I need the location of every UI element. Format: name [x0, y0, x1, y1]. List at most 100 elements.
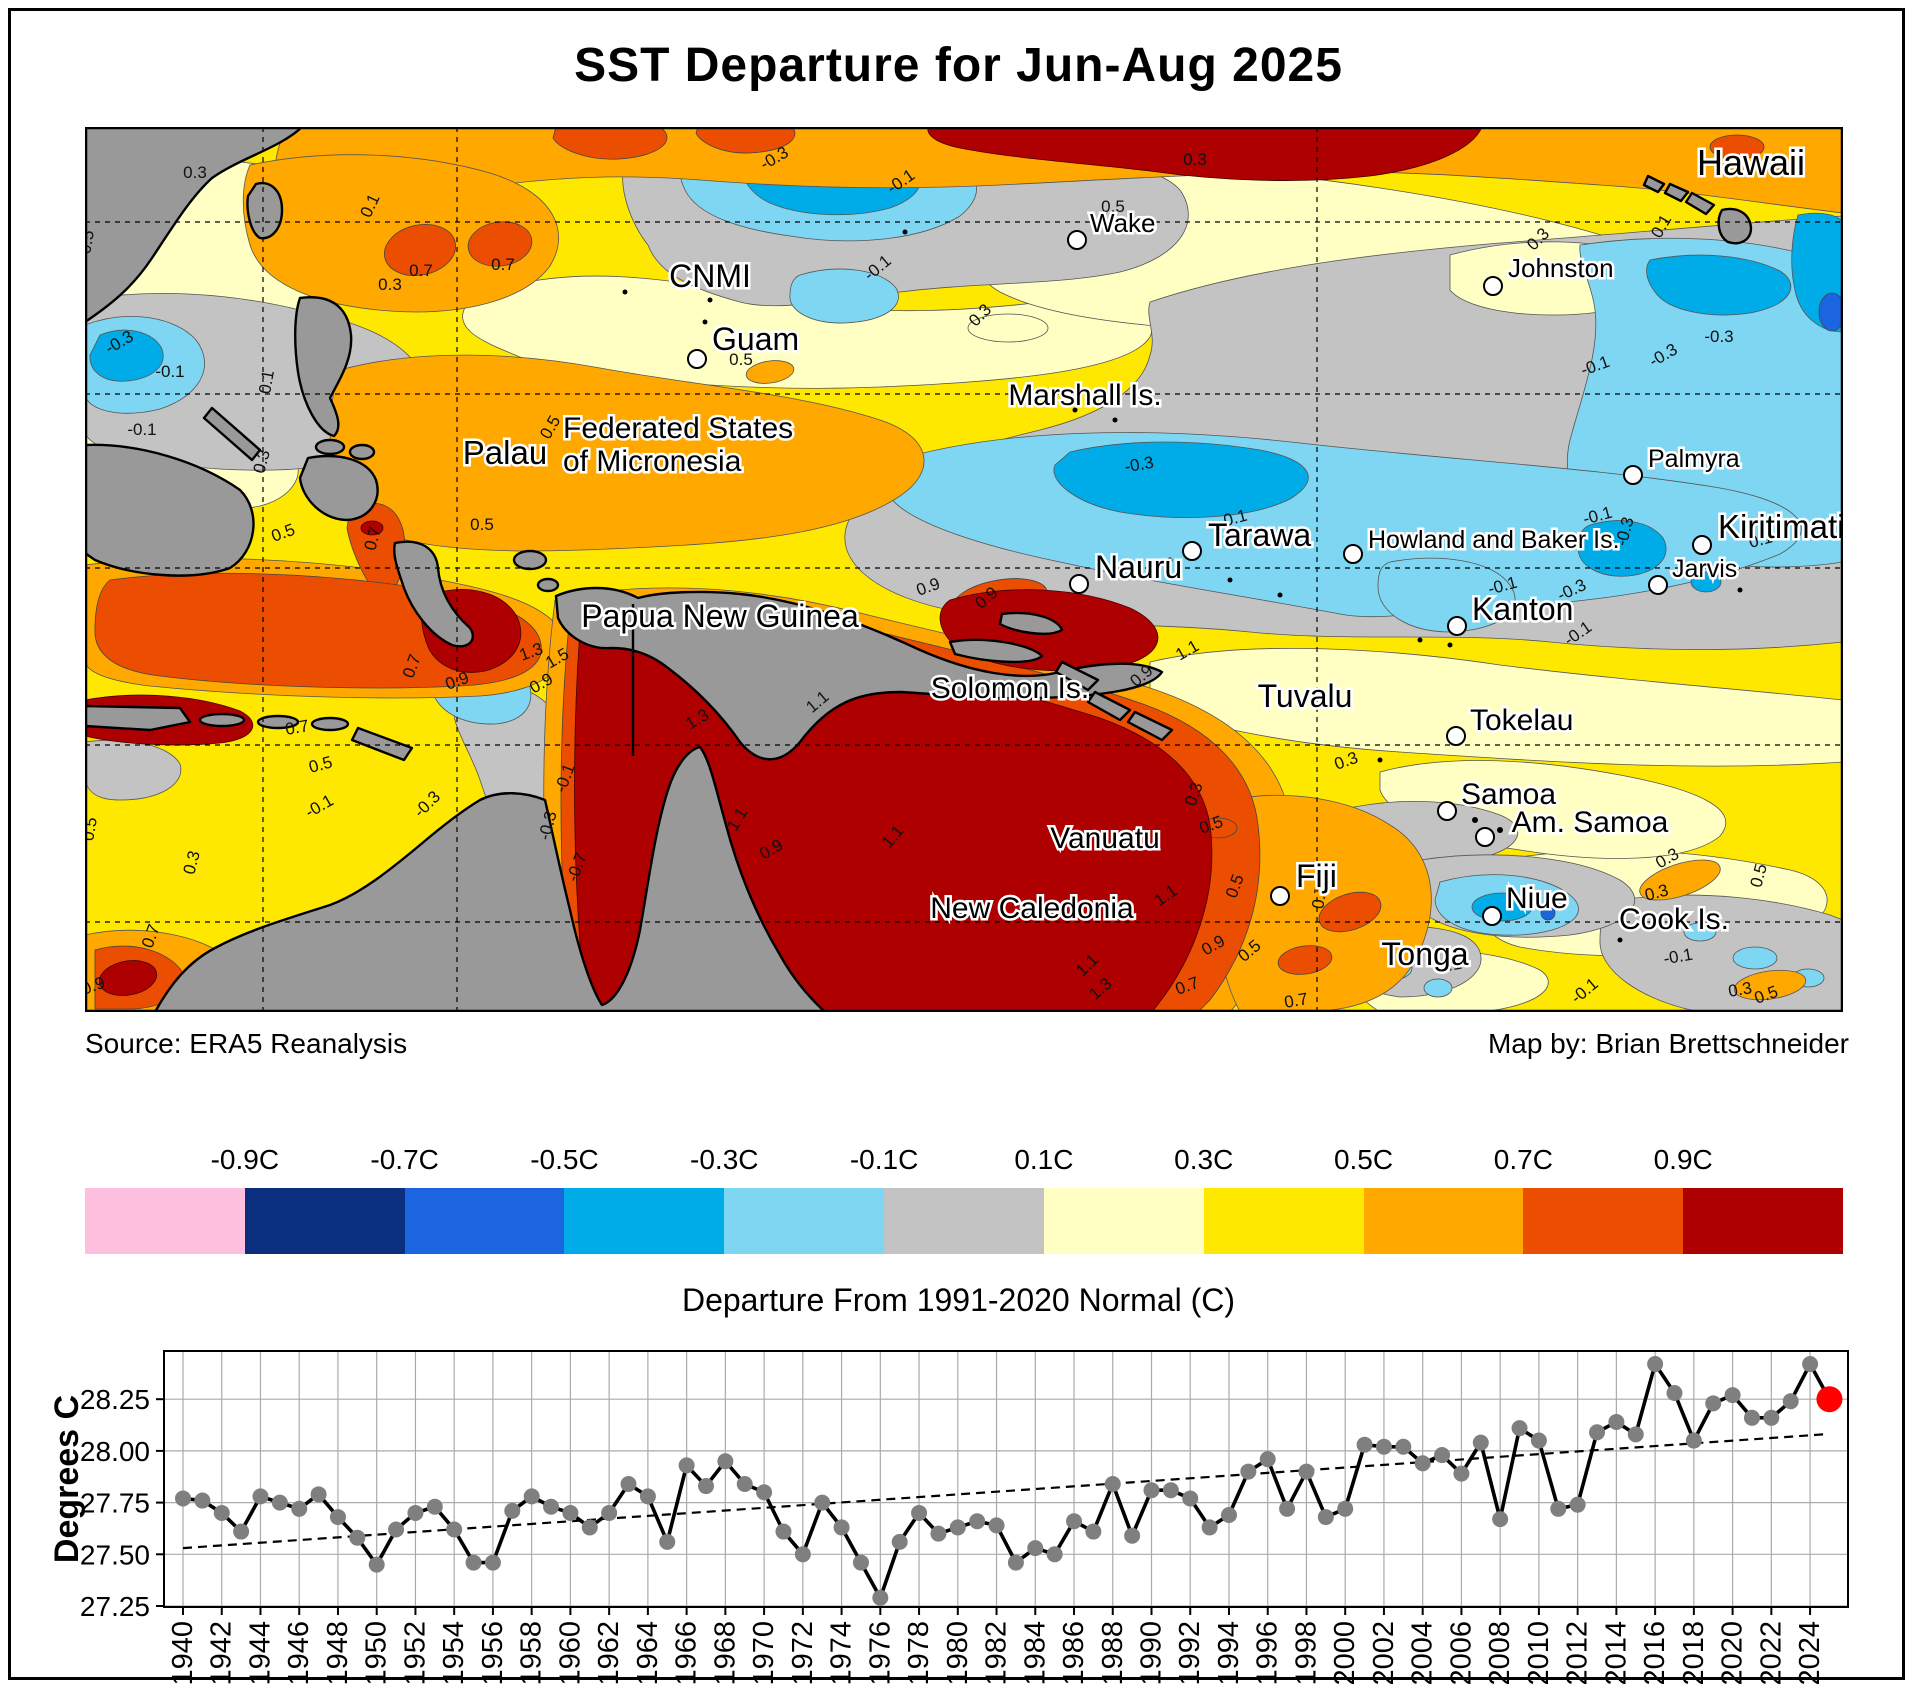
map-place-label: Palmyra [1648, 445, 1740, 473]
data-point [252, 1488, 269, 1505]
station-dot [1069, 574, 1089, 594]
colorbar-segment [1363, 1188, 1524, 1254]
data-point [1395, 1438, 1412, 1455]
data-point [1685, 1432, 1702, 1449]
data-point [891, 1533, 908, 1550]
svg-text:2008: 2008 [1484, 1621, 1516, 1686]
data-point [1162, 1482, 1179, 1499]
contour-value-label: 0.5 [729, 350, 753, 369]
map-place-label: Niue [1506, 882, 1568, 915]
map-place-label: Tuvalu [1258, 678, 1353, 714]
colorbar-tick-label: -0.3C [690, 1144, 759, 1175]
svg-text:2016: 2016 [1639, 1621, 1671, 1686]
map-place-label: Johnston [1508, 253, 1614, 283]
chart-ylabel: Degrees C [48, 1395, 86, 1563]
contour-value-label: 0.7 [1283, 989, 1310, 1012]
map-place-label: Howland and Baker Is. [1368, 526, 1620, 554]
map-credit: Map by: Brian Brettschneider [1487, 1028, 1849, 1059]
data-point [659, 1533, 676, 1550]
data-point [911, 1504, 928, 1521]
contour-value-label: 0.5 [85, 816, 101, 843]
svg-text:1976: 1976 [864, 1621, 896, 1686]
data-point [988, 1517, 1005, 1534]
contour-value-label: 0.5 [470, 515, 494, 534]
colorbar-tick-label: 0.5C [1333, 1144, 1394, 1175]
data-point [1511, 1420, 1528, 1437]
colorbar-segment [85, 1188, 245, 1254]
data-point [1763, 1409, 1780, 1426]
svg-text:1944: 1944 [244, 1621, 276, 1686]
svg-text:1960: 1960 [554, 1621, 586, 1686]
svg-text:1956: 1956 [477, 1621, 509, 1686]
svg-text:1974: 1974 [826, 1621, 858, 1686]
contour-value-label: 0.5 [1101, 197, 1125, 216]
contour-value-label: -0.3 [1123, 453, 1155, 477]
station-dot [1270, 886, 1290, 906]
svg-text:27.50: 27.50 [80, 1539, 150, 1570]
map-place-label: Nauru [1095, 549, 1182, 585]
svg-text:1988: 1988 [1097, 1621, 1129, 1686]
colorbar-segment [1203, 1188, 1364, 1254]
page-title: SST Departure for Jun-Aug 2025 [574, 39, 1343, 92]
data-point [930, 1525, 947, 1542]
colorbar-tick-label: -0.7C [370, 1144, 439, 1175]
svg-text:1946: 1946 [283, 1621, 315, 1686]
station-dot [1483, 276, 1503, 296]
data-point [1414, 1455, 1431, 1472]
colorbar-segment [244, 1188, 405, 1254]
svg-text:2018: 2018 [1678, 1621, 1710, 1686]
data-point [852, 1554, 869, 1571]
data-point [504, 1502, 521, 1519]
data-point [1298, 1463, 1315, 1480]
svg-text:1978: 1978 [903, 1621, 935, 1686]
data-point [1530, 1432, 1547, 1449]
map-place-label: Palau [463, 434, 547, 471]
data-point [1143, 1482, 1160, 1499]
map-place-label: Cook Is. [1619, 903, 1729, 936]
colorbar-segment [404, 1188, 565, 1254]
svg-text:1972: 1972 [787, 1621, 819, 1686]
map-place-label: Guam [712, 321, 799, 357]
data-point [1782, 1393, 1799, 1410]
svg-text:1970: 1970 [748, 1621, 780, 1686]
svg-text:1958: 1958 [516, 1621, 548, 1686]
svg-text:2006: 2006 [1445, 1621, 1477, 1686]
current-year-point [1816, 1386, 1843, 1413]
data-point [1027, 1540, 1044, 1557]
data-point [426, 1498, 443, 1515]
svg-text:2012: 2012 [1562, 1621, 1594, 1686]
contour-value-label: 0.3 [1727, 978, 1754, 1001]
contour-value-label: 0.1 [255, 369, 278, 396]
data-point [1743, 1409, 1760, 1426]
station-dot [1446, 726, 1466, 746]
data-point [872, 1589, 889, 1606]
colorbar-tick-label: -0.5C [530, 1144, 599, 1175]
svg-text:1990: 1990 [1136, 1621, 1168, 1686]
map-place-label: Vanuatu [1050, 822, 1160, 855]
svg-text:1950: 1950 [361, 1621, 393, 1686]
data-point [543, 1498, 560, 1515]
colorbar [85, 1188, 1843, 1254]
contour-value-label: -0.1 [127, 420, 156, 439]
map-place-label: Tonga [1381, 936, 1468, 972]
contour-value-label: 0.5 [85, 229, 98, 256]
colorbar-tick-label: 0.1C [1014, 1144, 1074, 1175]
colorbar-caption: Departure From 1991-2020 Normal (C) [681, 1282, 1236, 1318]
svg-text:1940: 1940 [167, 1621, 199, 1686]
station-dot [1648, 575, 1668, 595]
data-point [1453, 1465, 1470, 1482]
map-place-label: Samoa [1461, 778, 1556, 811]
svg-text:2020: 2020 [1717, 1621, 1749, 1686]
chart-gridlines [164, 1351, 1848, 1607]
map-source: Source: ERA5 Reanalysis [85, 1028, 408, 1059]
svg-text:1954: 1954 [438, 1621, 470, 1686]
data-point [1724, 1387, 1741, 1404]
sst-anomaly-map: 0.1 0.3 0.5 0.3 0.7 0.7 -0.3 -0.1 -0.1 0.3 0.5 0.5 0… [85, 127, 1843, 1012]
colorbar-tick-label: 0.3C [1174, 1144, 1234, 1175]
chart-ticks [156, 1398, 1812, 1615]
svg-text:28.00: 28.00 [80, 1436, 150, 1467]
data-point [1259, 1451, 1276, 1468]
data-point [1240, 1463, 1257, 1480]
colorbar-segment [1523, 1188, 1684, 1254]
